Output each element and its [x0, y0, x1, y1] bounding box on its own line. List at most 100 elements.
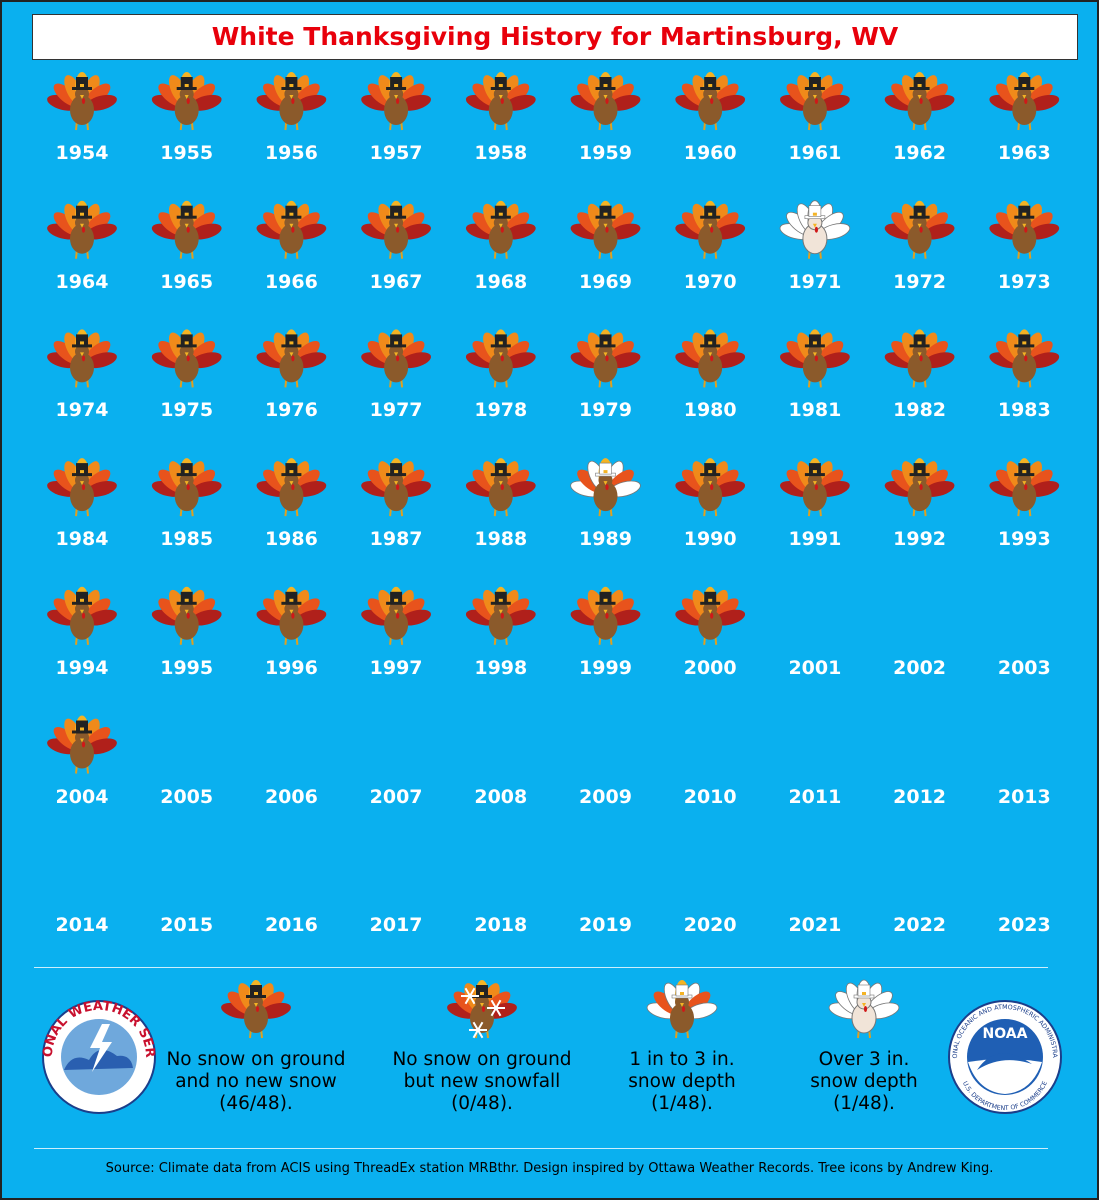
- year-label: 1999: [579, 656, 632, 679]
- hat: [1018, 463, 1031, 475]
- hat-brim: [804, 344, 825, 348]
- wattle: [605, 355, 609, 362]
- body: [174, 352, 199, 383]
- hat-brim: [72, 344, 92, 348]
- body: [384, 223, 409, 254]
- hat-buckle: [498, 84, 503, 87]
- turkey: [675, 200, 746, 259]
- body: [174, 95, 199, 125]
- year-label: 1980: [683, 399, 737, 422]
- beak: [708, 481, 713, 486]
- head: [284, 601, 299, 616]
- wattle: [500, 98, 504, 104]
- hat-buckle: [812, 341, 817, 345]
- hat-brim: [700, 215, 721, 219]
- beak: [603, 481, 608, 486]
- year-label: 1979: [579, 399, 632, 422]
- turkey: [465, 329, 536, 388]
- turkey: [465, 586, 536, 645]
- wattle: [710, 484, 714, 491]
- beak: [80, 609, 84, 614]
- head: [284, 215, 299, 230]
- turkey: [570, 200, 641, 259]
- year-label: 1960: [683, 142, 737, 164]
- head: [249, 995, 263, 1009]
- wattle: [81, 355, 86, 362]
- head: [475, 995, 489, 1009]
- beak: [80, 738, 84, 743]
- hat-brim: [490, 344, 511, 348]
- hat-buckle: [80, 470, 84, 474]
- body: [384, 352, 409, 383]
- turkey: [361, 586, 431, 645]
- hat-brim: [386, 473, 407, 477]
- hat-brim: [386, 87, 407, 90]
- beak: [917, 352, 922, 357]
- wattle: [605, 612, 609, 619]
- head: [389, 215, 404, 230]
- turkey: [646, 980, 718, 1039]
- hat-buckle: [289, 84, 294, 87]
- body: [174, 481, 199, 512]
- legend-label: No snow on ground but new snowfall (0/48…: [392, 1049, 572, 1114]
- head: [912, 215, 927, 230]
- hat-buckle: [603, 212, 608, 216]
- head: [75, 601, 89, 616]
- year-label: 1994: [55, 656, 109, 679]
- wattle: [396, 612, 400, 619]
- hat-buckle: [289, 470, 294, 474]
- hat-brim: [595, 344, 616, 348]
- hat-buckle: [603, 341, 608, 345]
- beak: [812, 352, 817, 357]
- body: [907, 223, 932, 254]
- beak: [708, 609, 713, 614]
- head: [807, 87, 822, 101]
- year-label: 2017: [369, 914, 423, 937]
- year-label: 1955: [160, 142, 214, 164]
- body: [279, 95, 304, 125]
- head: [389, 473, 404, 488]
- turkey: [151, 200, 222, 259]
- hat: [1018, 205, 1031, 217]
- turkey: [47, 200, 117, 259]
- hat-buckle: [80, 84, 84, 87]
- hat: [390, 205, 403, 217]
- year-label: 1954: [55, 142, 109, 164]
- body: [698, 352, 723, 383]
- beak: [708, 352, 713, 357]
- head: [703, 87, 718, 101]
- hat-brim: [1014, 87, 1035, 90]
- year-label: 2000: [683, 656, 737, 679]
- body: [1012, 223, 1037, 254]
- beak: [862, 1003, 866, 1007]
- beak: [254, 1003, 258, 1007]
- wattle: [396, 355, 400, 362]
- wattle: [396, 226, 400, 233]
- beak: [708, 223, 713, 228]
- turkey: [675, 72, 746, 131]
- hat: [1018, 334, 1031, 346]
- turkey: [447, 980, 517, 1039]
- hat: [180, 334, 193, 346]
- beak: [917, 223, 922, 228]
- year-label: 1997: [369, 656, 423, 679]
- hat: [494, 591, 507, 603]
- year-label: 1977: [369, 399, 423, 422]
- nws-logo: NATIONAL WEATHER SERVICE: [0, 0, 157, 1114]
- year-label: 1959: [579, 142, 632, 164]
- head: [912, 344, 927, 359]
- hat-brim: [804, 473, 825, 477]
- hat-buckle: [603, 84, 608, 87]
- body: [670, 1003, 694, 1033]
- year-label: 1983: [997, 399, 1051, 422]
- hat-buckle: [1022, 84, 1027, 87]
- turkey: [465, 458, 536, 517]
- hat-brim: [176, 473, 197, 477]
- hat: [808, 77, 821, 88]
- body: [593, 352, 618, 383]
- year-label: 1958: [474, 142, 528, 164]
- hat-buckle: [184, 84, 189, 87]
- year-label: 1969: [579, 270, 632, 293]
- separator: [34, 1148, 1048, 1149]
- body: [802, 352, 827, 383]
